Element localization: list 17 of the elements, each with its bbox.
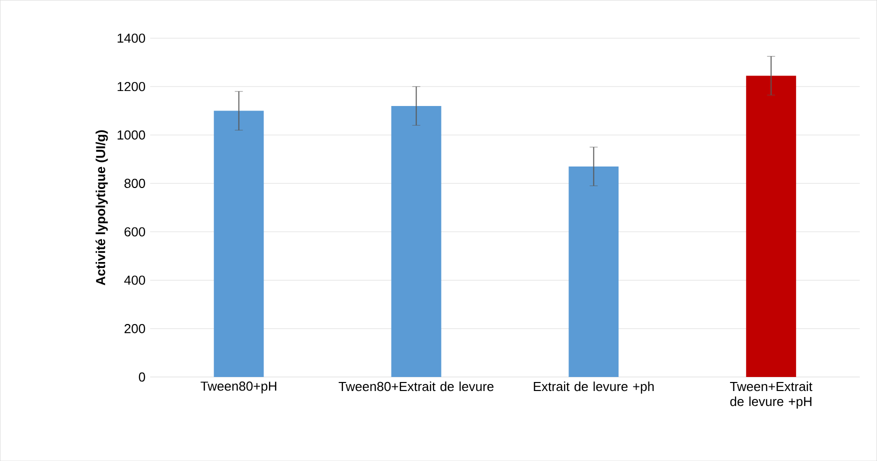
y-tick-label: 600: [124, 227, 146, 236]
bar: [568, 166, 619, 377]
y-tick-label: 0: [138, 372, 146, 382]
x-tick-label: Tween80+pH: [200, 381, 276, 394]
y-tick-label: 1400: [118, 33, 146, 43]
y-tick-label: 800: [124, 178, 146, 188]
bar: [214, 110, 264, 377]
y-tick-label: 1000: [118, 130, 146, 140]
y-tick-label: 400: [124, 276, 146, 285]
x-tick-label: Extrait de levure +ph: [534, 381, 654, 394]
x-tick-label: Tween+Extrait de levure +pH: [730, 381, 812, 409]
bar: [391, 106, 442, 377]
bar: [746, 76, 796, 377]
y-axis-title: Activité lypolytique (UI/g): [96, 130, 108, 286]
y-tick-label: 1200: [118, 82, 146, 92]
y-tick-label: 200: [124, 324, 146, 334]
x-tick-label: Tween80+Extrait de levure: [338, 381, 494, 392]
